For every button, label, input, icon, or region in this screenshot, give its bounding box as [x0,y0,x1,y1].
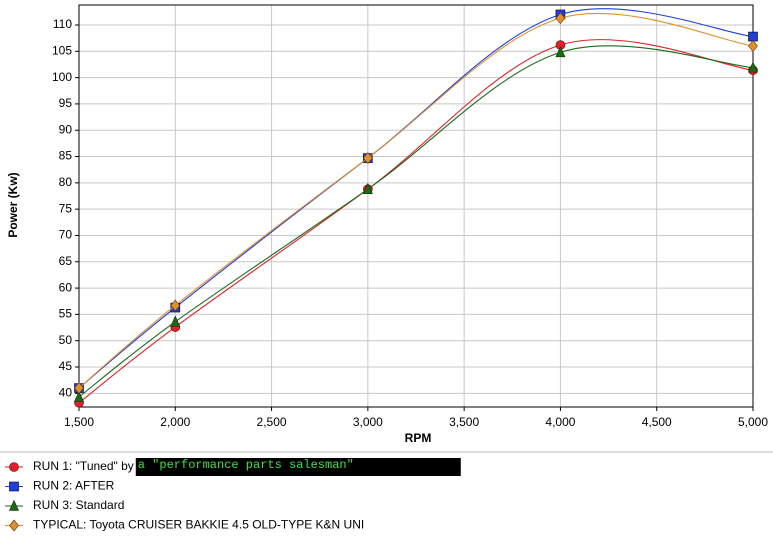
x-tick-label: 5,000 [738,415,768,429]
y-tick-label: 105 [52,43,72,57]
x-tick-label: 3,000 [353,415,383,429]
y-tick-label: 100 [52,70,72,84]
legend-label: RUN 2: AFTER [33,479,115,493]
marker [74,390,84,402]
series-line [78,45,754,398]
plot-border [78,4,754,408]
x-tick-label: 4,500 [642,415,672,429]
y-axis-label: Power (Kw) [6,172,20,237]
marker [362,182,373,194]
x-tick-label: 2,500 [257,415,287,429]
marker [170,299,181,312]
marker [9,481,19,492]
marker [555,12,566,25]
y-tick-label: 50 [59,333,73,347]
marker [74,382,84,395]
marker [170,315,181,327]
annotation: a "performance parts salesman" [138,458,354,472]
marker [9,499,19,511]
y-tick-label: 65 [59,254,73,268]
legend-label: TYPICAL: Toyota CRUISER BAKKIE 4.5 OLD-T… [33,518,364,532]
x-tick-label: 4,000 [545,415,575,429]
y-tick-label: 95 [59,96,73,110]
legend-label: RUN 1: "Tuned" by [33,459,134,473]
x-tick-label: 2,000 [160,415,190,429]
marker [9,519,19,532]
marker [9,462,19,472]
x-tick-label: 3,500 [449,415,479,429]
x-axis-label: RPM [405,431,432,445]
y-tick-label: 45 [59,359,73,373]
series-line [78,12,754,389]
annotation-box [135,458,461,476]
marker [362,152,373,165]
y-tick-label: 70 [59,228,73,242]
legend-label: RUN 3: Standard [33,498,124,512]
y-tick-label: 60 [59,280,73,294]
y-tick-label: 110 [53,17,72,31]
y-tick-label: 55 [59,307,73,321]
marker [748,31,758,42]
y-tick-label: 75 [59,201,73,215]
y-tick-label: 85 [59,149,73,163]
marker [748,61,758,73]
y-tick-label: 40 [59,385,73,399]
marker [555,46,566,58]
y-tick-label: 80 [59,175,73,189]
y-tick-label: 90 [59,122,73,136]
marker [748,40,758,53]
x-tick-label: 1,500 [64,415,94,429]
